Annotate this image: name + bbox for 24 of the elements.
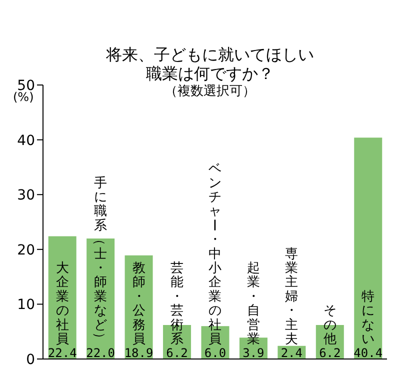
x-tick-label: 大企業の社員 — [56, 261, 69, 347]
x-tick-label: 教師・公務員 — [132, 261, 146, 347]
data-label: 6.0 — [204, 346, 226, 360]
data-label: 18.9 — [124, 346, 154, 360]
data-label: 40.4 — [354, 346, 383, 360]
chart-subtitle: （複数選択可） — [164, 83, 256, 100]
category-label: ベンチャー・中小企業の社員 — [206, 162, 222, 347]
data-label: 2.4 — [280, 346, 303, 360]
data-label: 6.2 — [319, 346, 341, 360]
data-label: 22.0 — [86, 346, 116, 360]
x-tick-label: 専業主婦・主夫 — [285, 246, 298, 347]
bar — [354, 138, 382, 359]
data-label: 6.2 — [166, 346, 188, 360]
y-tick-label: 30 — [17, 188, 35, 204]
data-label: 22.4 — [48, 346, 77, 360]
category-label: 手に職系（士・師業など） — [91, 176, 108, 345]
y-tick-label: 10 — [17, 297, 35, 314]
x-tick-label: 特にない — [362, 289, 375, 347]
y-tick-label: 0 — [26, 352, 35, 368]
data-label: 3.9 — [242, 346, 264, 360]
y-axis-title: (%) — [13, 90, 34, 104]
chart-title: 将来、子どもに就いてほしい職業は何ですか？ — [105, 45, 315, 83]
y-tick-label: 20 — [17, 242, 35, 258]
y-tick-label: 40 — [17, 132, 35, 149]
